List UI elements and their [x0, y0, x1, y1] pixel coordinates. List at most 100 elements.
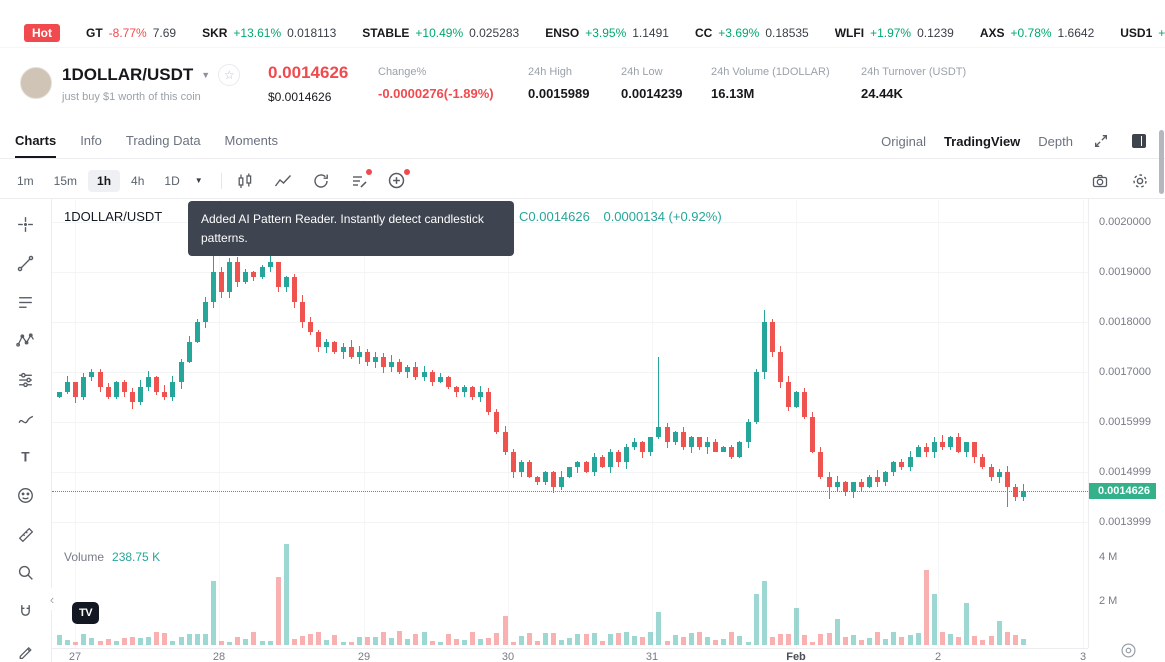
candle	[162, 392, 168, 397]
chart-type-candles-icon[interactable]	[234, 170, 256, 192]
zoom-magnifier-icon[interactable]	[13, 561, 39, 585]
candle	[607, 452, 613, 467]
ticker-item-STABLE[interactable]: STABLE +10.49% 0.025283	[362, 25, 520, 40]
collapse-drawing-toolbar-handle[interactable]: ‹	[45, 588, 59, 610]
candle	[980, 457, 986, 467]
candle	[972, 442, 978, 457]
price-tick: 0.0013999	[1099, 516, 1151, 529]
interval-4h[interactable]: 4h	[131, 173, 145, 188]
settings-gear-icon[interactable]	[1129, 170, 1151, 192]
candle	[664, 427, 670, 442]
time-axis[interactable]: 27 28 29 30 31 Feb 2 3	[52, 648, 1088, 662]
edit-pencil-icon[interactable]	[13, 638, 39, 662]
gridline-v	[652, 200, 653, 648]
volume-bar	[948, 634, 953, 645]
volume-bar	[348, 642, 354, 645]
volume-pane[interactable]	[52, 543, 1088, 645]
fib-retracement-icon[interactable]	[13, 290, 39, 314]
candle	[640, 442, 646, 452]
text-tool-icon[interactable]: T	[13, 445, 39, 469]
price-tick: 0.0020000	[1099, 216, 1151, 228]
candle	[777, 352, 783, 382]
tradingview-logo[interactable]: TV	[72, 602, 99, 624]
volume-bar	[429, 641, 435, 645]
favorite-star-icon[interactable]: ☆	[218, 64, 241, 86]
view-tab-tradingview[interactable]: TradingView	[943, 133, 1021, 149]
ticker-item-ENSO[interactable]: ENSO +3.95% 1.1491	[545, 25, 669, 40]
tab-info[interactable]: Info	[80, 132, 102, 148]
ticker-item-AXS[interactable]: AXS +0.78% 1.6642	[979, 25, 1095, 40]
ai-pattern-reader-icon[interactable]	[348, 168, 372, 192]
candle	[486, 392, 492, 412]
candle	[988, 467, 994, 477]
candle	[713, 442, 719, 452]
interval-15m[interactable]: 15m	[53, 173, 78, 188]
layout-panel-icon[interactable]	[1129, 131, 1149, 151]
price-tick: 0.0015999	[1099, 416, 1151, 429]
scrollbar[interactable]	[1159, 130, 1164, 194]
emoji-icon[interactable]	[13, 484, 39, 508]
ruler-measure-icon[interactable]	[13, 522, 39, 546]
volume-bar	[65, 640, 71, 645]
candle	[81, 377, 87, 397]
tab-charts[interactable]: Charts	[15, 124, 57, 158]
candle	[834, 482, 840, 487]
view-tab-original[interactable]: Original	[881, 133, 926, 149]
volume-bar	[413, 633, 419, 645]
volume-bar	[316, 631, 322, 645]
header-stat-3: 24h Turnover (USDT) 24.44K	[861, 66, 967, 101]
volume-bar	[907, 634, 913, 645]
tab-trading-data[interactable]: Trading Data	[125, 132, 201, 148]
xabcd-pattern-icon[interactable]	[13, 329, 39, 353]
volume-bar	[769, 637, 775, 645]
magnet-icon[interactable]	[13, 600, 39, 624]
interval-dropdown-icon[interactable]: ▼	[194, 176, 203, 185]
view-tab-depth[interactable]: Depth	[1038, 133, 1073, 149]
candle	[996, 472, 1002, 477]
ticker-item-WLFI[interactable]: WLFI +1.97% 0.1239	[834, 25, 954, 40]
candlestick-pane[interactable]	[52, 200, 1088, 545]
pair-title[interactable]: 1DOLLAR/USDT	[62, 65, 194, 84]
fullscreen-expand-icon[interactable]	[1091, 131, 1111, 151]
add-plus-icon[interactable]	[386, 168, 410, 192]
ticker-item-SKR[interactable]: SKR +13.61% 0.018113	[202, 25, 337, 40]
candle	[567, 467, 573, 477]
chevron-down-icon[interactable]: ▼	[201, 70, 211, 80]
change-label: Change%	[378, 66, 427, 78]
ticker-item-GT[interactable]: GT -8.77% 7.69	[86, 25, 177, 40]
tab-moments[interactable]: Moments	[224, 132, 279, 148]
camera-snapshot-icon[interactable]	[1089, 170, 1111, 192]
volume-bar	[640, 637, 646, 645]
crosshair-icon[interactable]	[13, 213, 39, 237]
candle	[672, 432, 678, 442]
candle	[186, 342, 192, 362]
gridline-h	[52, 522, 1088, 524]
trend-line-icon[interactable]	[13, 252, 39, 276]
candle	[113, 382, 119, 397]
candle	[259, 267, 265, 277]
interval-1m[interactable]: 1m	[17, 173, 34, 188]
hot-badge[interactable]: Hot	[24, 23, 60, 42]
volume-bar	[883, 638, 889, 645]
candle	[194, 322, 200, 342]
volume-bar	[599, 641, 605, 645]
volume-bar	[996, 620, 1002, 645]
volume-bar	[372, 637, 378, 645]
candle	[802, 392, 808, 417]
refresh-icon[interactable]	[310, 170, 332, 192]
price-axis[interactable]: 0.0020000 0.0019000 0.0018000 0.0017000 0.00…	[1088, 199, 1165, 648]
indicators-icon[interactable]	[272, 170, 294, 192]
interval-1D[interactable]: 1D	[164, 173, 180, 188]
candle	[121, 382, 127, 392]
volume-bar	[915, 633, 921, 645]
notification-dot	[365, 168, 372, 175]
ticker-item-USD1[interactable]: USD1+0.09%1.0005	[1120, 25, 1165, 40]
axis-settings-icon[interactable]	[1120, 642, 1137, 662]
prediction-tools-icon[interactable]	[13, 368, 39, 392]
notification-dot	[403, 168, 410, 175]
brush-icon[interactable]	[13, 406, 39, 430]
interval-1h[interactable]: 1h	[88, 169, 121, 192]
candle	[599, 457, 605, 467]
candle	[923, 447, 929, 452]
ticker-item-CC[interactable]: CC +3.69% 0.18535	[694, 25, 809, 40]
